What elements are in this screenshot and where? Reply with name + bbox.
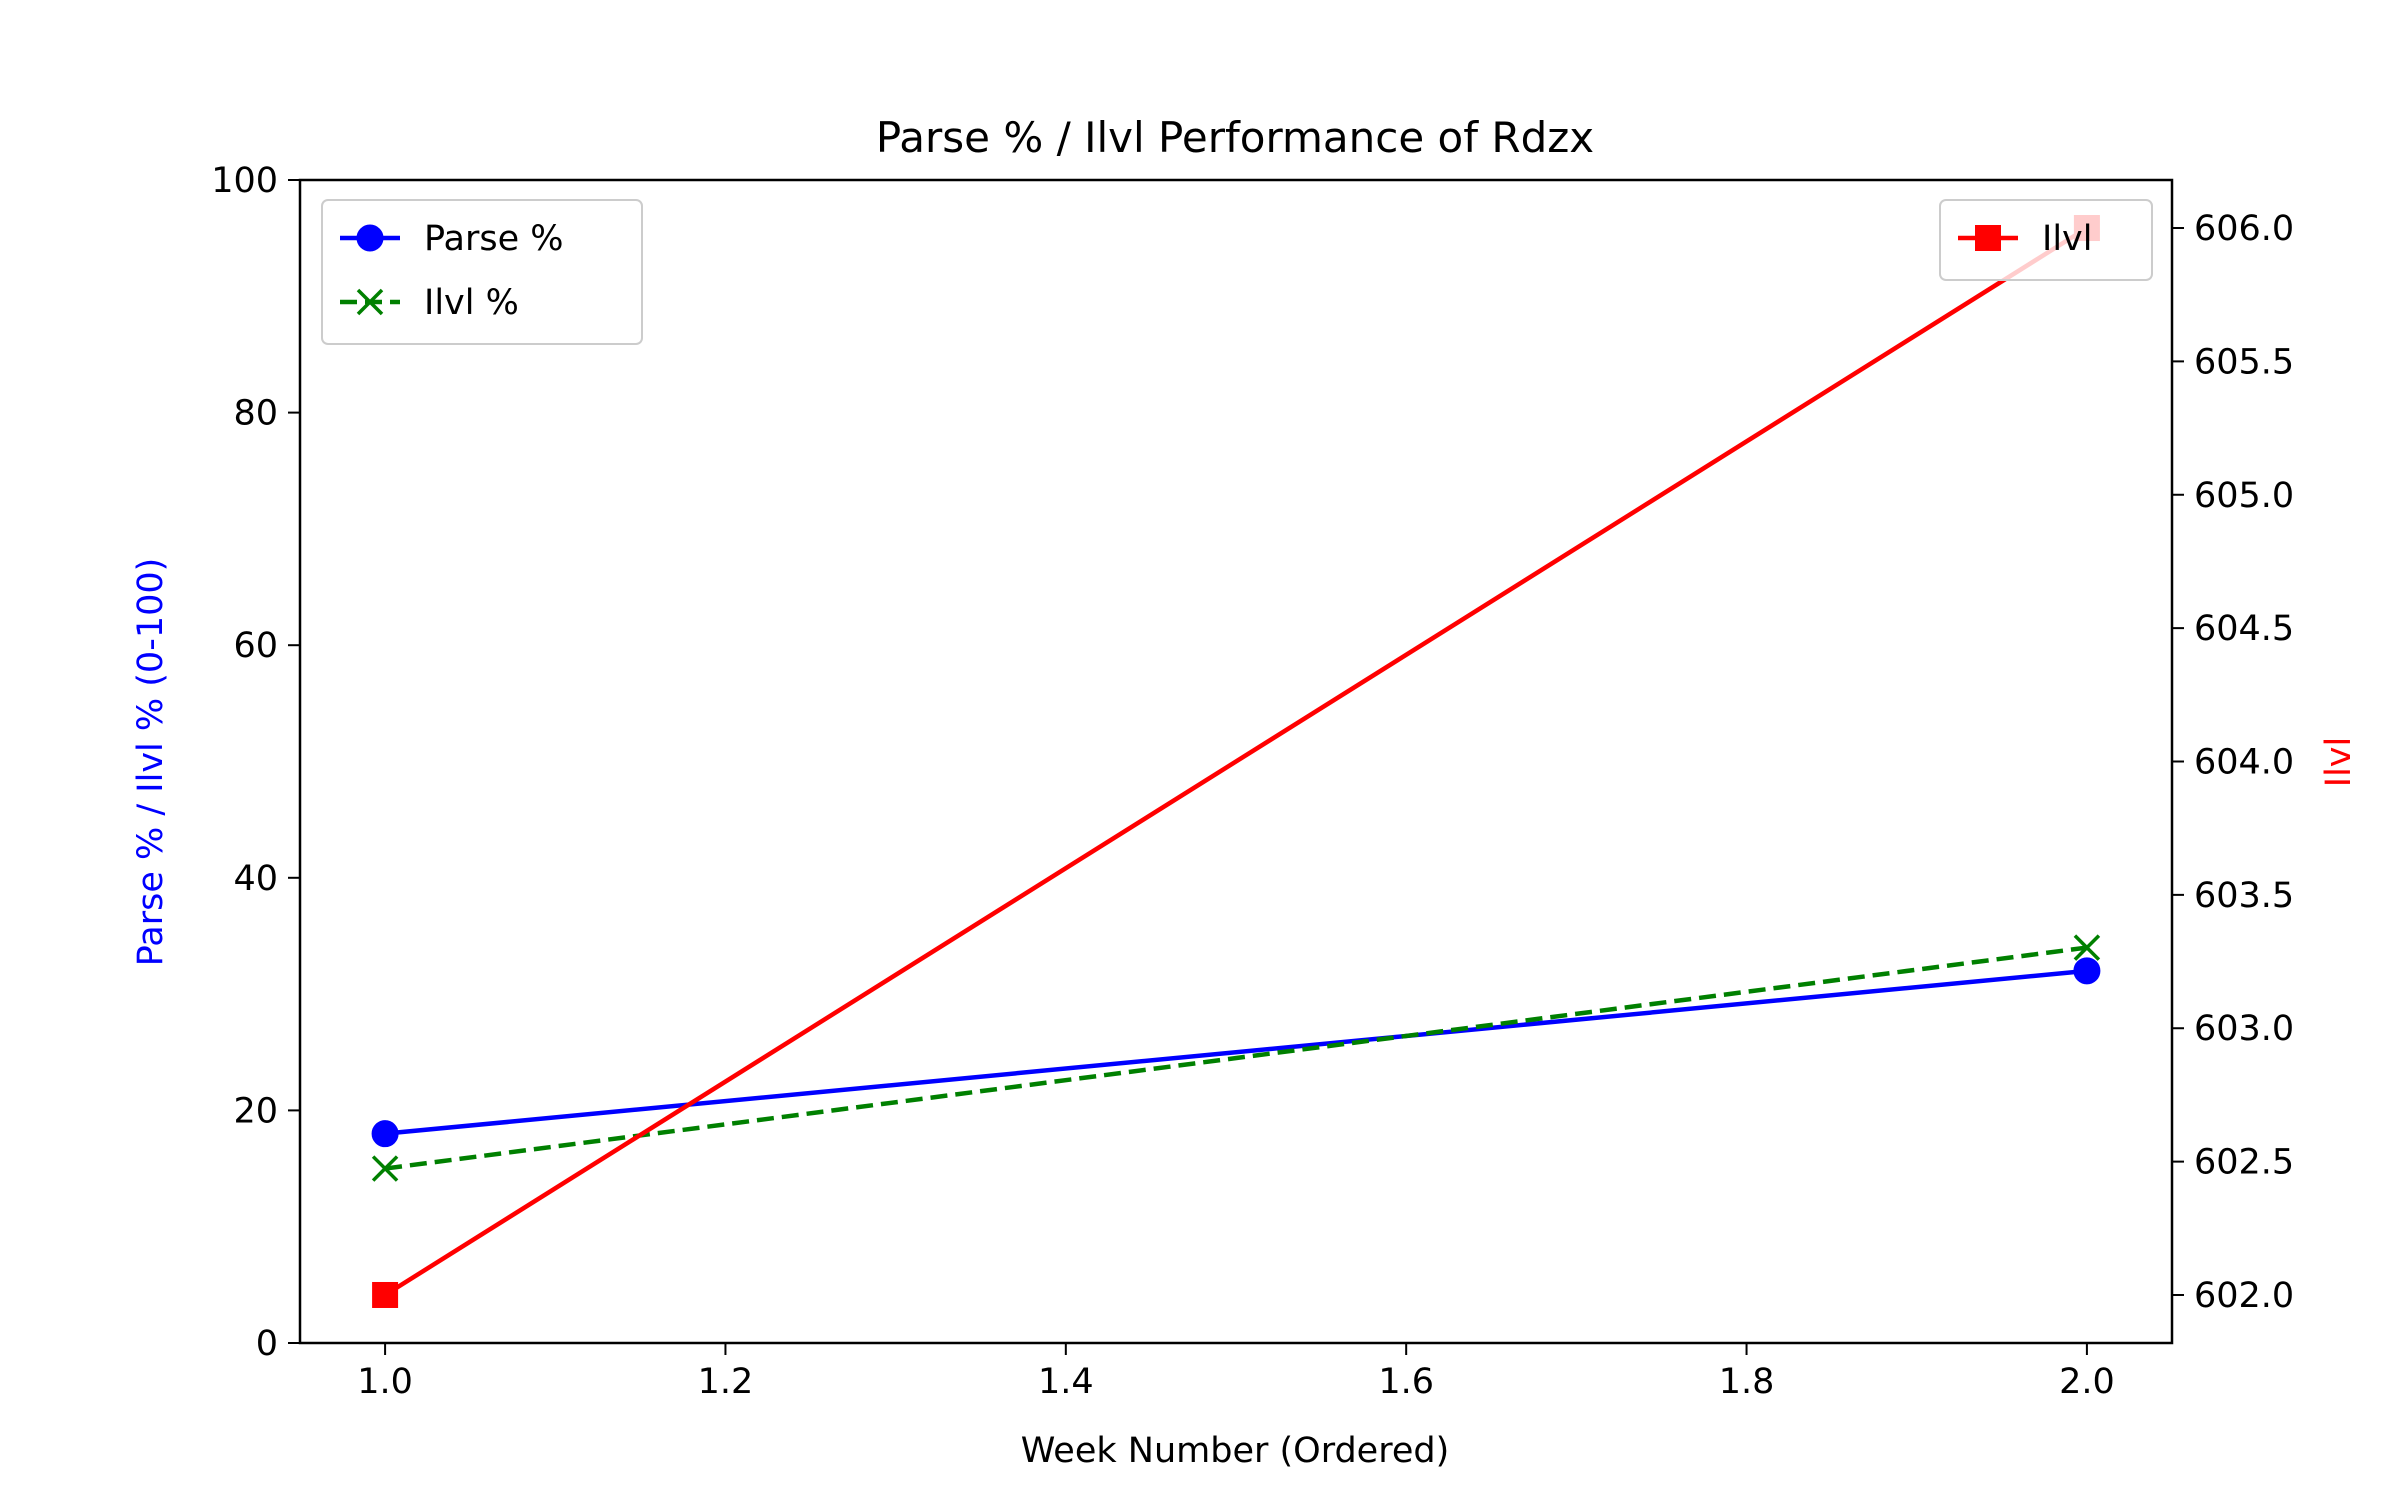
data-point	[371, 1155, 399, 1182]
y-left-tick-label: 100	[211, 161, 278, 201]
y-left-tick-label: 20	[233, 1091, 278, 1131]
x-tick-label: 1.8	[1719, 1362, 1775, 1402]
data-point	[371, 1120, 399, 1148]
series-line-ilvl	[383, 226, 2089, 1297]
legend-label: Ilvl	[2042, 219, 2092, 259]
chart-title: Parse % / Ilvl Performance of Rdzx	[876, 113, 1594, 162]
y-axis-left: 0 20 40 60 80 100	[211, 161, 300, 1364]
legend-label: Parse %	[424, 219, 564, 259]
x-axis-title: Week Number (Ordered)	[1021, 1431, 1450, 1471]
legend-box	[321, 199, 643, 345]
data-point	[2073, 934, 2101, 961]
y-axis-right-title: Ilvl	[2319, 737, 2359, 787]
x-tick-label: 1.4	[1038, 1362, 1094, 1402]
y-right-tick-label: 605.0	[2194, 476, 2294, 516]
legend-label: Ilvl %	[424, 283, 519, 323]
series-line-parse	[384, 968, 2088, 1136]
y-axis-left-title: Parse % / Ilvl % (0-100)	[131, 558, 171, 967]
series-line-ilvl	[384, 945, 2088, 1171]
y-left-tick-label: 80	[233, 394, 278, 434]
data-point	[372, 1281, 399, 1308]
x-tick-label: 2.0	[2059, 1362, 2115, 1402]
y-left-tick-label: 60	[233, 626, 278, 666]
y-right-tick-label: 604.5	[2194, 609, 2294, 649]
legend-left: Parse % Ilvl %	[321, 199, 643, 345]
y-right-tick-label: 602.0	[2194, 1276, 2294, 1316]
y-axis-right: 602.0 602.5 603.0 603.5 604.0 604.5 605.0 605.5…	[2172, 209, 2294, 1316]
y-right-tick-label: 602.5	[2194, 1143, 2294, 1183]
legend-right: Ilvl	[1939, 199, 2153, 281]
x-axis: 1.0 1.2 1.4 1.6 1.8 2.0	[357, 1343, 2115, 1402]
y-right-tick-label: 606.0	[2194, 209, 2294, 249]
y-right-tick-label: 605.5	[2194, 342, 2294, 382]
y-left-tick-label: 0	[256, 1324, 278, 1364]
y-left-tick-label: 40	[233, 859, 278, 899]
legend-box	[1939, 199, 2153, 281]
x-tick-label: 1.0	[357, 1362, 413, 1402]
legend-marker	[1975, 225, 2001, 251]
x-tick-label: 1.2	[698, 1362, 754, 1402]
plot-lines	[383, 226, 2089, 1297]
y-right-tick-label: 604.0	[2194, 743, 2294, 783]
legend-marker	[356, 288, 384, 316]
data-point	[2073, 957, 2101, 985]
y-right-tick-label: 603.5	[2194, 876, 2294, 916]
legend-marker	[356, 224, 384, 252]
y-right-tick-label: 603.0	[2194, 1009, 2294, 1049]
x-tick-label: 1.6	[1378, 1362, 1434, 1402]
